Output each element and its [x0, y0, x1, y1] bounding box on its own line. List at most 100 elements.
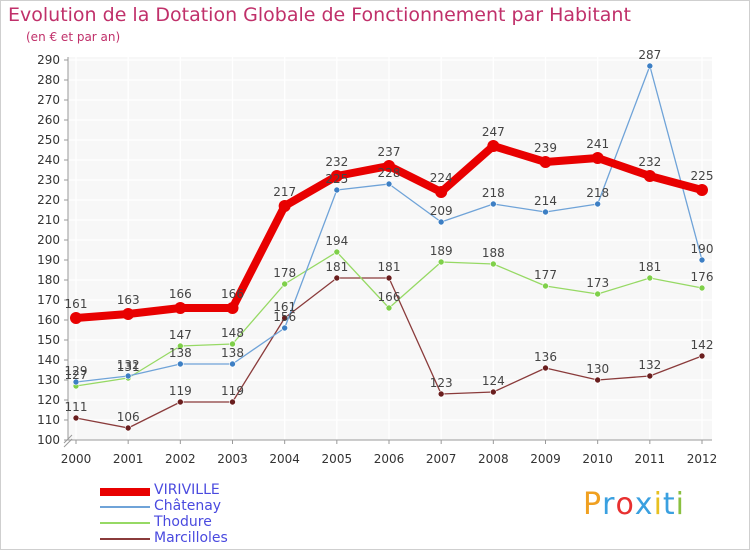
legend-label: Marcilloles — [154, 530, 228, 546]
data-point — [72, 378, 80, 386]
data-label: 148 — [221, 326, 244, 340]
data-point — [278, 200, 291, 212]
data-point — [281, 280, 288, 288]
data-point — [281, 314, 288, 322]
y-tick-label: 160 — [37, 313, 60, 327]
legend-swatch — [100, 488, 150, 496]
y-tick-label: 250 — [37, 133, 60, 147]
y-tick-label: 100 — [37, 433, 60, 447]
data-label: 119 — [221, 384, 244, 398]
chart-title: Evolution de la Dotation Globale de Fonc… — [8, 4, 631, 26]
data-label: 173 — [586, 276, 609, 290]
data-label: 218 — [482, 186, 505, 200]
data-point — [696, 184, 708, 196]
data-point — [594, 290, 601, 298]
data-point — [487, 140, 500, 152]
logo-letter: x — [634, 487, 654, 522]
y-tick-label: 120 — [37, 393, 60, 407]
data-point — [229, 340, 236, 348]
data-label: 176 — [691, 270, 714, 284]
data-point — [594, 200, 601, 208]
legend-item: Châtenay — [100, 498, 360, 515]
data-label: 138 — [221, 346, 244, 360]
data-point — [383, 160, 395, 172]
y-tick-label: 290 — [37, 53, 60, 67]
data-label: 136 — [534, 350, 557, 364]
axis-break — [63, 438, 73, 448]
data-label: 106 — [117, 410, 140, 424]
data-point — [122, 308, 135, 320]
legend-swatch — [100, 538, 150, 540]
data-point — [542, 208, 549, 216]
x-tick-label: 2005 — [322, 452, 353, 466]
y-tick-label: 260 — [37, 113, 60, 127]
data-point — [646, 62, 654, 70]
data-point — [385, 304, 393, 312]
data-point — [333, 274, 341, 282]
x-tick-label: 2012 — [687, 452, 718, 466]
data-label: 166 — [378, 290, 401, 304]
x-tick-label: 2002 — [165, 452, 196, 466]
data-label: 225 — [691, 169, 714, 183]
data-point — [594, 376, 601, 384]
data-point — [646, 372, 654, 380]
x-tick-label: 2006 — [374, 452, 405, 466]
data-label: 217 — [273, 185, 296, 199]
data-point — [698, 284, 706, 292]
data-label: 225 — [325, 172, 348, 186]
data-point — [174, 302, 187, 314]
logo-letter: r — [602, 487, 616, 522]
data-point — [333, 186, 341, 194]
data-label: 188 — [482, 246, 505, 260]
y-tick-label: 180 — [37, 273, 60, 287]
data-point — [330, 170, 343, 182]
data-point — [333, 248, 341, 256]
logo-letter: o — [615, 487, 635, 522]
data-point — [177, 360, 184, 368]
x-tick-label: 2004 — [269, 452, 300, 466]
data-label: 181 — [325, 260, 348, 274]
data-label: 190 — [691, 242, 714, 256]
line-chart: 100 110 120 130 140 150 160 170 180 190 200 210 220 2… — [37, 48, 718, 466]
data-label: 124 — [482, 374, 505, 388]
data-label: 194 — [325, 234, 348, 248]
data-label: 237 — [378, 145, 401, 159]
plot-area — [68, 57, 712, 440]
data-label: 247 — [482, 125, 505, 139]
data-point — [124, 424, 132, 432]
logo-letter: t — [662, 487, 676, 522]
data-label: 119 — [169, 384, 192, 398]
data-label: 142 — [691, 338, 714, 352]
data-point — [698, 352, 706, 360]
data-label: 224 — [430, 171, 453, 185]
data-label: 147 — [169, 328, 192, 342]
data-label: 138 — [169, 346, 192, 360]
data-label: 123 — [430, 376, 453, 390]
data-point — [539, 156, 552, 168]
data-point — [177, 342, 184, 350]
data-point — [229, 398, 236, 406]
data-label: 166 — [221, 287, 244, 301]
data-point — [177, 398, 184, 406]
legend-swatch — [100, 506, 150, 508]
data-label: 181 — [378, 260, 401, 274]
data-label: 228 — [378, 166, 401, 180]
series-châtenay — [72, 62, 706, 386]
data-point — [281, 324, 288, 332]
data-label: 239 — [534, 141, 557, 155]
data-point — [646, 274, 654, 282]
data-point — [229, 360, 236, 368]
legend-swatch — [100, 522, 150, 524]
y-tick-label: 140 — [37, 353, 60, 367]
logo-letter: P — [583, 487, 603, 522]
data-label: 127 — [65, 368, 88, 382]
data-label: 161 — [273, 300, 296, 314]
data-label: 232 — [325, 155, 348, 169]
data-point — [385, 274, 393, 282]
chart-subtitle: (en € et par an) — [26, 30, 121, 44]
x-tick-label: 2011 — [635, 452, 666, 466]
data-point — [542, 282, 549, 290]
data-point — [70, 312, 82, 324]
y-tick-label: 240 — [37, 153, 60, 167]
legend-label: Thodure — [154, 514, 212, 530]
